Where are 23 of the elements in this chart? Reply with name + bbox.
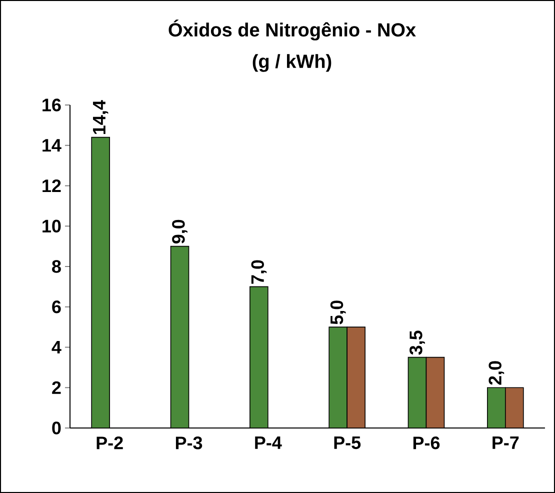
data-label: 9,0 <box>172 220 188 244</box>
y-tick-label: 10 <box>42 220 61 232</box>
y-tick-label: 2 <box>52 381 61 394</box>
y-tick-label: 8 <box>52 260 61 273</box>
x-tick-label: P-4 <box>255 436 282 449</box>
x-tick-label: P-2 <box>96 436 123 450</box>
data-label: 5,0 <box>330 300 346 324</box>
x-tick-label: P-5 <box>334 436 361 450</box>
y-tick-label: 0 <box>52 422 61 434</box>
y-tick-label: 14 <box>42 139 62 152</box>
x-tick-label: P-6 <box>413 436 440 450</box>
chart-title: Óxidos de Nitrogênio - NOx <box>168 20 416 40</box>
y-tick-label: 4 <box>52 341 62 354</box>
x-tick-label: P-7 <box>492 436 519 449</box>
data-label: 2,0 <box>488 361 504 385</box>
y-tick-label: 16 <box>42 98 61 112</box>
data-label: 14,4 <box>92 100 108 134</box>
data-label: 7,0 <box>251 260 267 284</box>
chart-subtitle: (g / kWh) <box>252 54 332 72</box>
y-tick-label: 12 <box>42 179 61 192</box>
y-tick-label: 6 <box>52 300 61 314</box>
data-label: 3,5 <box>410 330 425 355</box>
x-tick-label: P-3 <box>176 436 202 450</box>
